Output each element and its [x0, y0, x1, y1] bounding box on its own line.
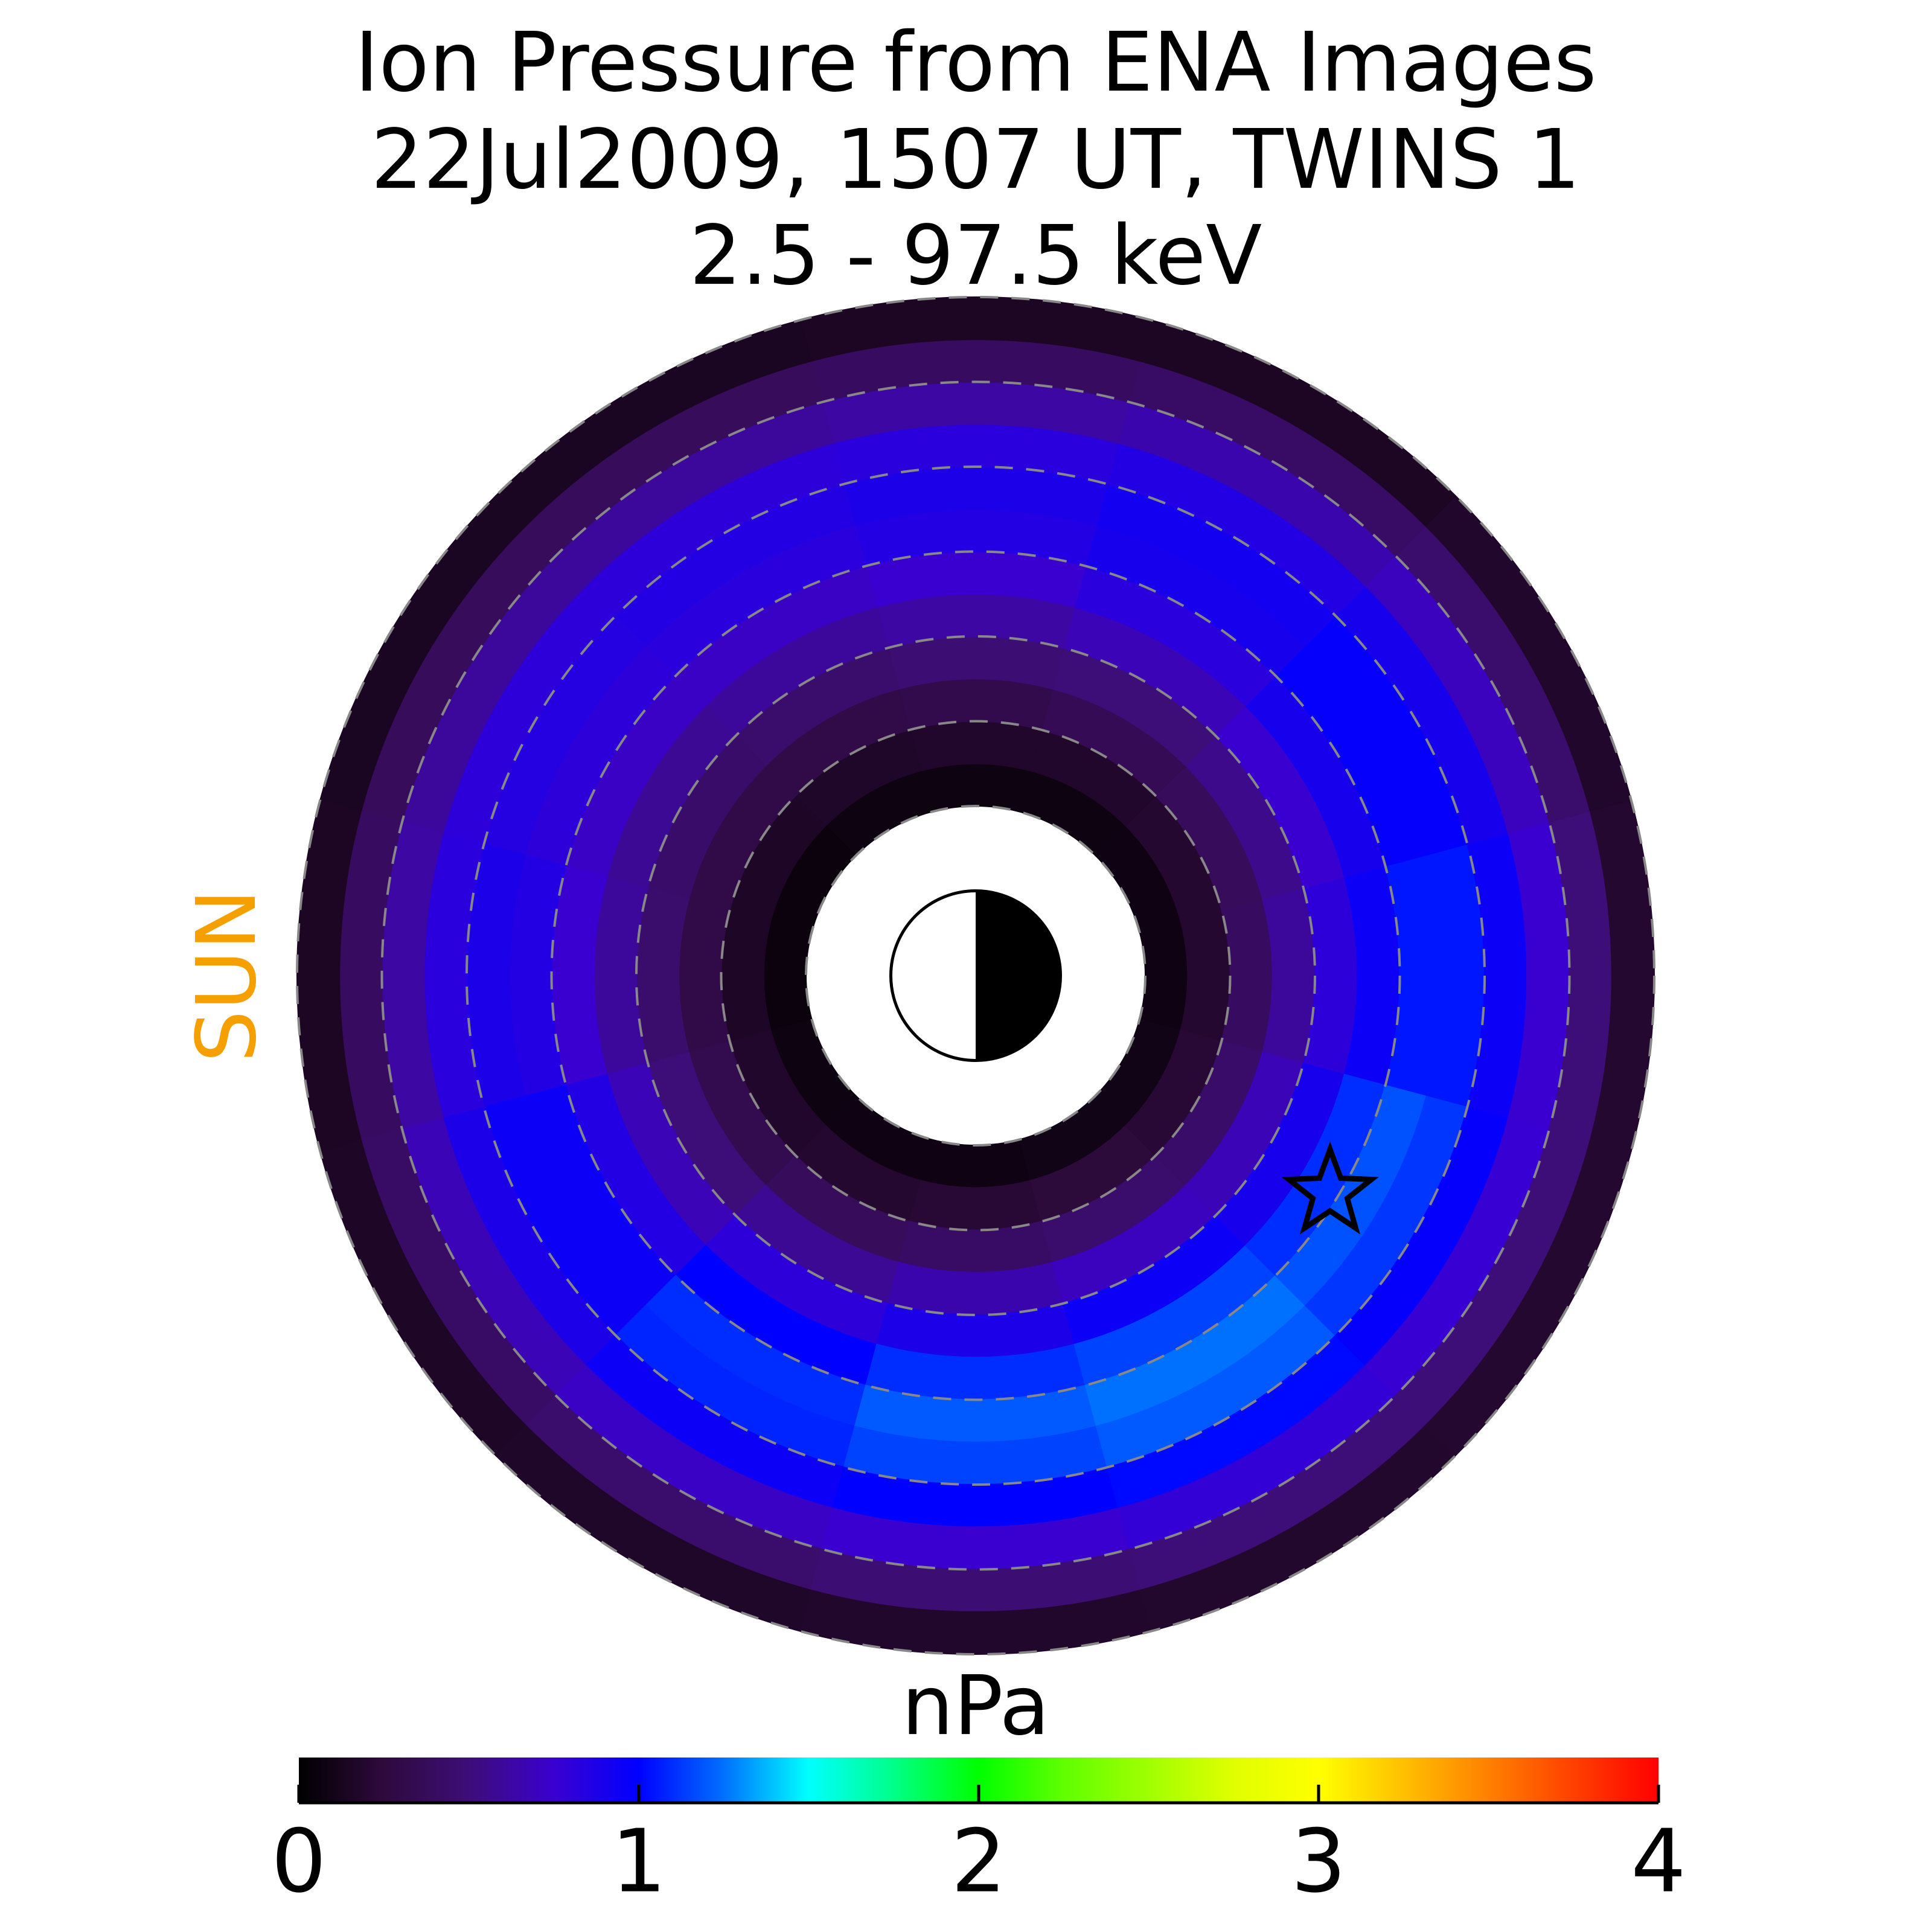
pressure-cell — [920, 763, 1032, 813]
range-ring — [635, 635, 1316, 1316]
sun-label: SUN — [179, 889, 275, 1063]
pressure-cell — [909, 720, 1043, 772]
range-ring — [296, 296, 1655, 1655]
chart-title: Ion Pressure from ENA Images — [354, 15, 1596, 110]
earth-night — [976, 891, 1061, 1061]
range-ring — [720, 720, 1232, 1232]
pressure-cell — [763, 920, 813, 1032]
colorbar-tick-label: 4 — [1631, 1811, 1686, 1912]
pressure-map — [296, 296, 1655, 1655]
pressure-cell — [1180, 909, 1231, 1043]
pressure-cell — [909, 1180, 1043, 1231]
colorbar-tick-label: 2 — [951, 1811, 1006, 1912]
range-ring — [550, 550, 1401, 1401]
range-ring — [805, 805, 1147, 1147]
range-ring — [465, 465, 1486, 1486]
pressure-cell — [920, 1139, 1032, 1189]
energy-range: 2.5 - 97.5 keV — [689, 208, 1262, 304]
spacecraft-marker — [1281, 1141, 1379, 1235]
colorbar-ticks: 0 1 2 3 4 — [271, 1785, 1686, 1912]
range-ring — [380, 380, 1571, 1571]
overlay — [296, 296, 1655, 1655]
colorbar-tick-label: 1 — [611, 1811, 667, 1912]
pressure-cell — [1424, 1139, 1632, 1457]
chart-subtitle: 22Jul2009, 1507 UT, TWINS 1 — [371, 112, 1581, 208]
pressure-cell — [720, 909, 772, 1043]
colorbar-label: nPa — [901, 1659, 1049, 1754]
colorbar-tick-label: 3 — [1291, 1811, 1346, 1912]
pressure-cell — [1139, 920, 1189, 1032]
colorbar-tick-label: 0 — [271, 1811, 327, 1912]
